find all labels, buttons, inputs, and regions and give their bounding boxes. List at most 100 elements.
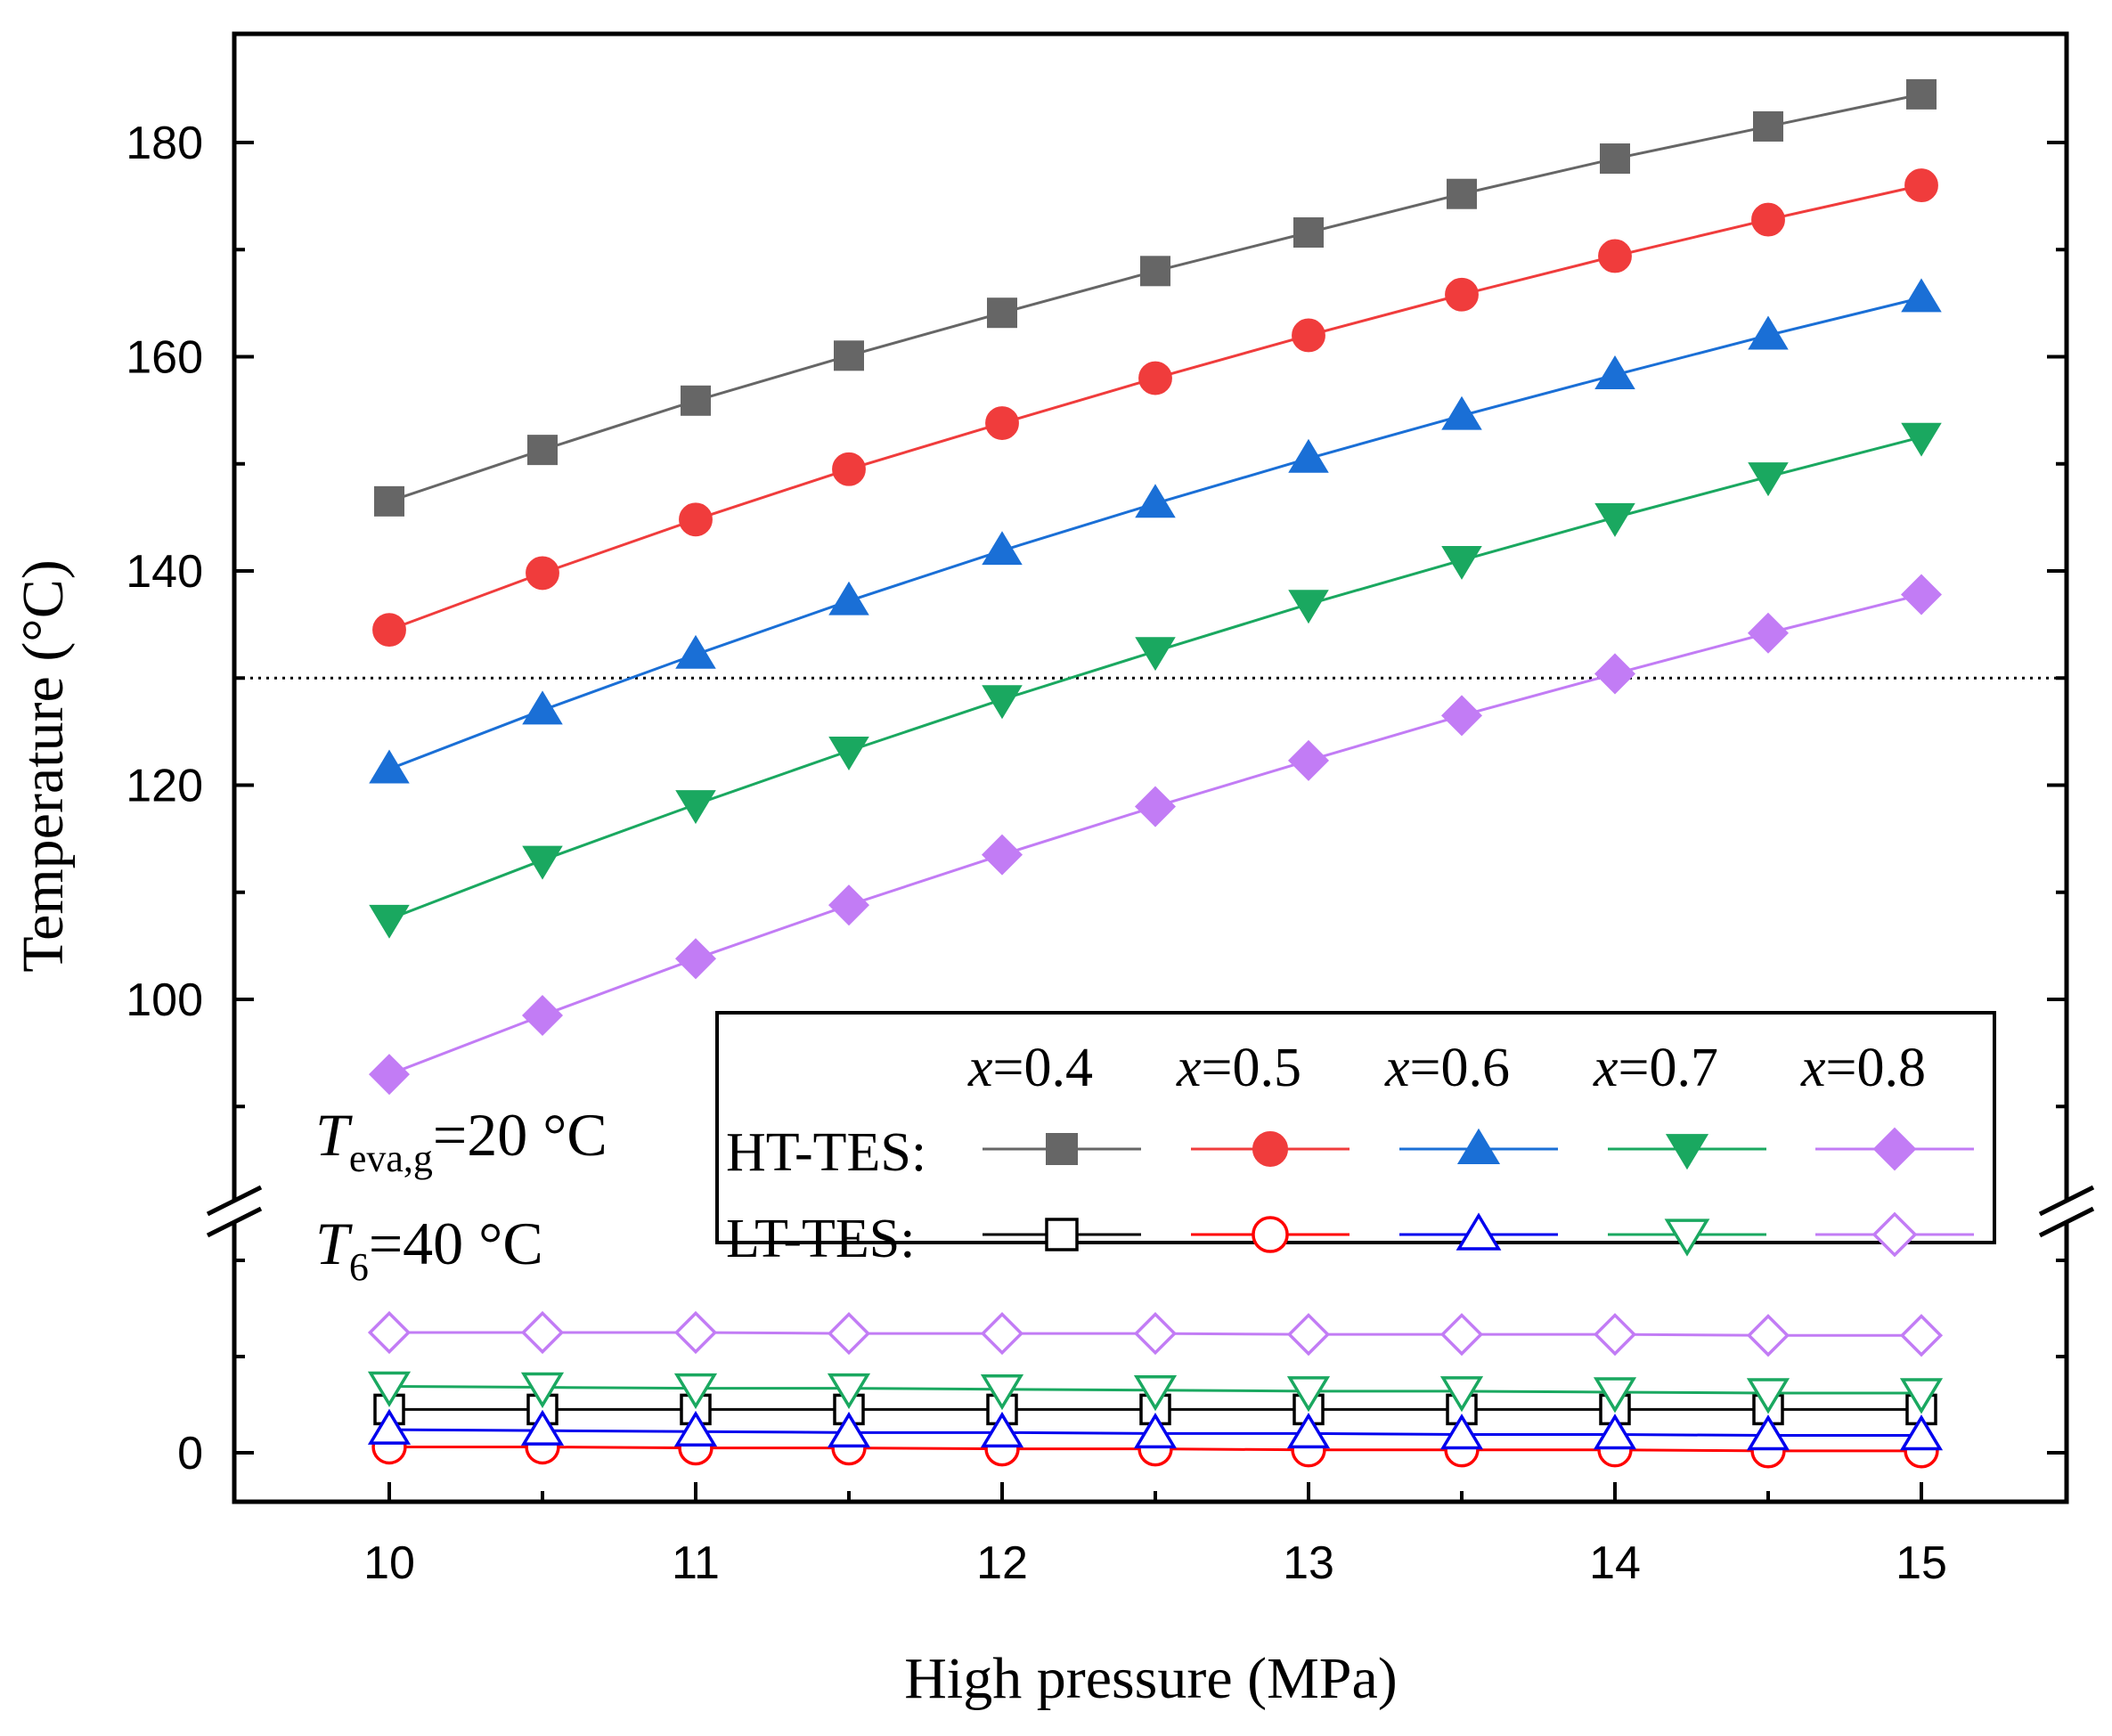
- data-point: [980, 1312, 1024, 1356]
- x-tick-label: 12: [976, 1537, 1028, 1589]
- data-point: [521, 995, 564, 1037]
- data-point: [522, 845, 563, 880]
- legend-header-value: =0.4: [993, 1038, 1093, 1098]
- data-point: [367, 1310, 412, 1355]
- annotation-teva-subscript: eva,g: [349, 1137, 433, 1180]
- legend-sample: [1608, 1134, 1766, 1170]
- data-point: [1140, 256, 1170, 287]
- legend-column-headers: x=0.4 x=0.5 x=0.6 x=0.7 x=0.8: [967, 1038, 1926, 1098]
- data-point: [1899, 1414, 1944, 1451]
- data-point: [1439, 1376, 1484, 1413]
- data-point: [1440, 695, 1483, 737]
- data-point: [1906, 78, 1937, 110]
- data-point: [673, 1410, 718, 1447]
- data-point: [1135, 637, 1176, 672]
- data-point: [828, 737, 869, 770]
- data-point: [1901, 278, 1942, 313]
- data-point: [1594, 653, 1636, 695]
- series-line: [388, 183, 1922, 632]
- data-point: [674, 938, 717, 980]
- axis-break-mark-left-bottom: [206, 1206, 263, 1238]
- series-ht-tes-x-0-5: [372, 168, 1938, 648]
- data-point: [679, 502, 713, 537]
- y-tick-label: 180: [126, 118, 203, 169]
- legend-column-header: x=0.4: [967, 1038, 1093, 1098]
- annotation-teva-value: =20 °C: [433, 1101, 608, 1169]
- legend-sample: [1399, 1212, 1558, 1251]
- legend-sample: [1191, 1130, 1350, 1168]
- data-point: [1598, 239, 1632, 273]
- legend-samples: [983, 1127, 1974, 1258]
- axis-break-mark-left-top: [206, 1185, 263, 1217]
- data-point: [1899, 1314, 1944, 1357]
- data-point: [1292, 318, 1325, 353]
- series-ht-tes-x-0-7: [369, 422, 1942, 939]
- data-point: [1441, 545, 1482, 580]
- data-point: [1445, 277, 1479, 312]
- x-tick-label: 10: [363, 1537, 415, 1589]
- data-point: [527, 435, 558, 466]
- legend-sample: [1608, 1218, 1766, 1257]
- data-point: [522, 690, 563, 725]
- data-point: [828, 581, 869, 615]
- x-tick-label: 14: [1589, 1537, 1641, 1589]
- data-point: [1748, 315, 1789, 350]
- y-tick-label: 0: [177, 1428, 203, 1479]
- legend-row-label-ht: HT-TES:: [726, 1122, 926, 1183]
- annotation-t6: T6=40 °C: [315, 1210, 543, 1289]
- legend-sample-marker: [1456, 1212, 1502, 1251]
- legend-header-value: =0.6: [1410, 1038, 1510, 1098]
- data-point: [1439, 1313, 1484, 1357]
- data-point: [372, 613, 406, 648]
- legend: x=0.4 x=0.5 x=0.6 x=0.7 x=0.8 HT-TES: LT-TES…: [715, 1011, 1996, 1269]
- data-point: [520, 1409, 565, 1446]
- legend-sample-marker: [1871, 1211, 1918, 1258]
- data-point: [1593, 1313, 1637, 1357]
- x-axis-title: High pressure (MPa): [904, 1646, 1398, 1711]
- legend-sample: [983, 1218, 1141, 1251]
- data-point: [681, 385, 711, 416]
- data-point: [1286, 1412, 1331, 1449]
- data-point: [1746, 1378, 1790, 1414]
- series-layer: [367, 78, 1944, 1469]
- axis-ticks: 10 11 12 13 14 15 100 120 140 160 180 0: [126, 118, 2067, 1589]
- legend-header-value: =0.8: [1826, 1038, 1926, 1098]
- axis-break-gap-left: [223, 1202, 246, 1221]
- series-ht-tes-x-0-4: [374, 78, 1937, 517]
- series-line: [388, 93, 1922, 503]
- legend-sample: [1815, 1127, 1974, 1171]
- data-point: [1134, 786, 1177, 827]
- legend-column-header: x=0.8: [1800, 1038, 1926, 1098]
- legend-sample-marker: [1872, 1127, 1917, 1171]
- data-point: [1594, 355, 1635, 389]
- data-point: [520, 1310, 565, 1355]
- legend-sample-marker: [1045, 1218, 1079, 1251]
- data-point: [1746, 1414, 1790, 1451]
- data-point: [1287, 739, 1330, 781]
- legend-sample: [1815, 1211, 1974, 1258]
- data-point: [981, 834, 1023, 876]
- legend-sample-marker: [1046, 1133, 1078, 1165]
- data-point: [827, 1312, 871, 1356]
- data-point: [526, 556, 559, 591]
- data-point: [1901, 422, 1942, 457]
- series-lt-tes-x-0-8: [367, 1310, 1944, 1357]
- data-point: [1600, 143, 1630, 175]
- legend-column-header: x=0.5: [1176, 1038, 1301, 1098]
- legend-header-value: =0.5: [1202, 1038, 1301, 1098]
- data-point: [1753, 110, 1783, 142]
- x-tick-label: 11: [672, 1537, 720, 1589]
- data-point: [1288, 438, 1329, 473]
- data-point: [982, 685, 1023, 720]
- annotation-t6-subscript: 6: [349, 1245, 369, 1289]
- y-tick-label: 100: [126, 974, 203, 1026]
- data-point: [832, 452, 866, 486]
- legend-sample-marker: [1252, 1216, 1289, 1253]
- data-point: [369, 904, 410, 939]
- data-point: [827, 1373, 871, 1410]
- data-point: [367, 1371, 412, 1407]
- data-point: [1899, 1378, 1944, 1414]
- data-point: [982, 531, 1023, 566]
- data-point: [1746, 1314, 1790, 1357]
